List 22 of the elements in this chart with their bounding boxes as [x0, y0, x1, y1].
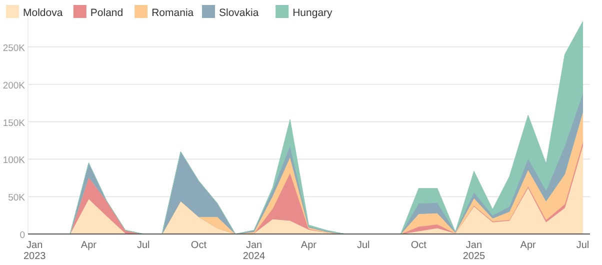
legend-label: Hungary: [292, 7, 334, 19]
x-tick-label: Jan 2025: [462, 240, 486, 262]
y-tick-label: 250K: [2, 42, 26, 54]
x-tick-label: Jan 2023: [23, 240, 46, 262]
x-tick-label: Oct: [190, 240, 207, 251]
legend-label: Romania: [152, 7, 194, 19]
y-tick-label: 150K: [2, 118, 26, 129]
legend-label: Poland: [90, 7, 124, 19]
x-tick-label: Jul: [357, 240, 370, 251]
legend-label: Slovakia: [219, 7, 259, 19]
x-tick-label: Jul: [137, 240, 150, 251]
x-tick-label: Apr: [300, 240, 318, 251]
x-tick-label: Oct: [410, 240, 427, 251]
x-tick-label: Apr: [80, 240, 98, 251]
y-tick-label: 200K: [2, 80, 26, 92]
x-tick-label: Apr: [520, 240, 537, 251]
legend-label: Moldova: [23, 7, 63, 19]
y-tick-label: 0: [20, 230, 25, 241]
x-tick-label: Jul: [576, 240, 590, 251]
y-tick-label: 100K: [2, 155, 26, 166]
y-tick-label: 50K: [8, 192, 26, 204]
x-tick-label: Jan 2024: [242, 240, 266, 262]
